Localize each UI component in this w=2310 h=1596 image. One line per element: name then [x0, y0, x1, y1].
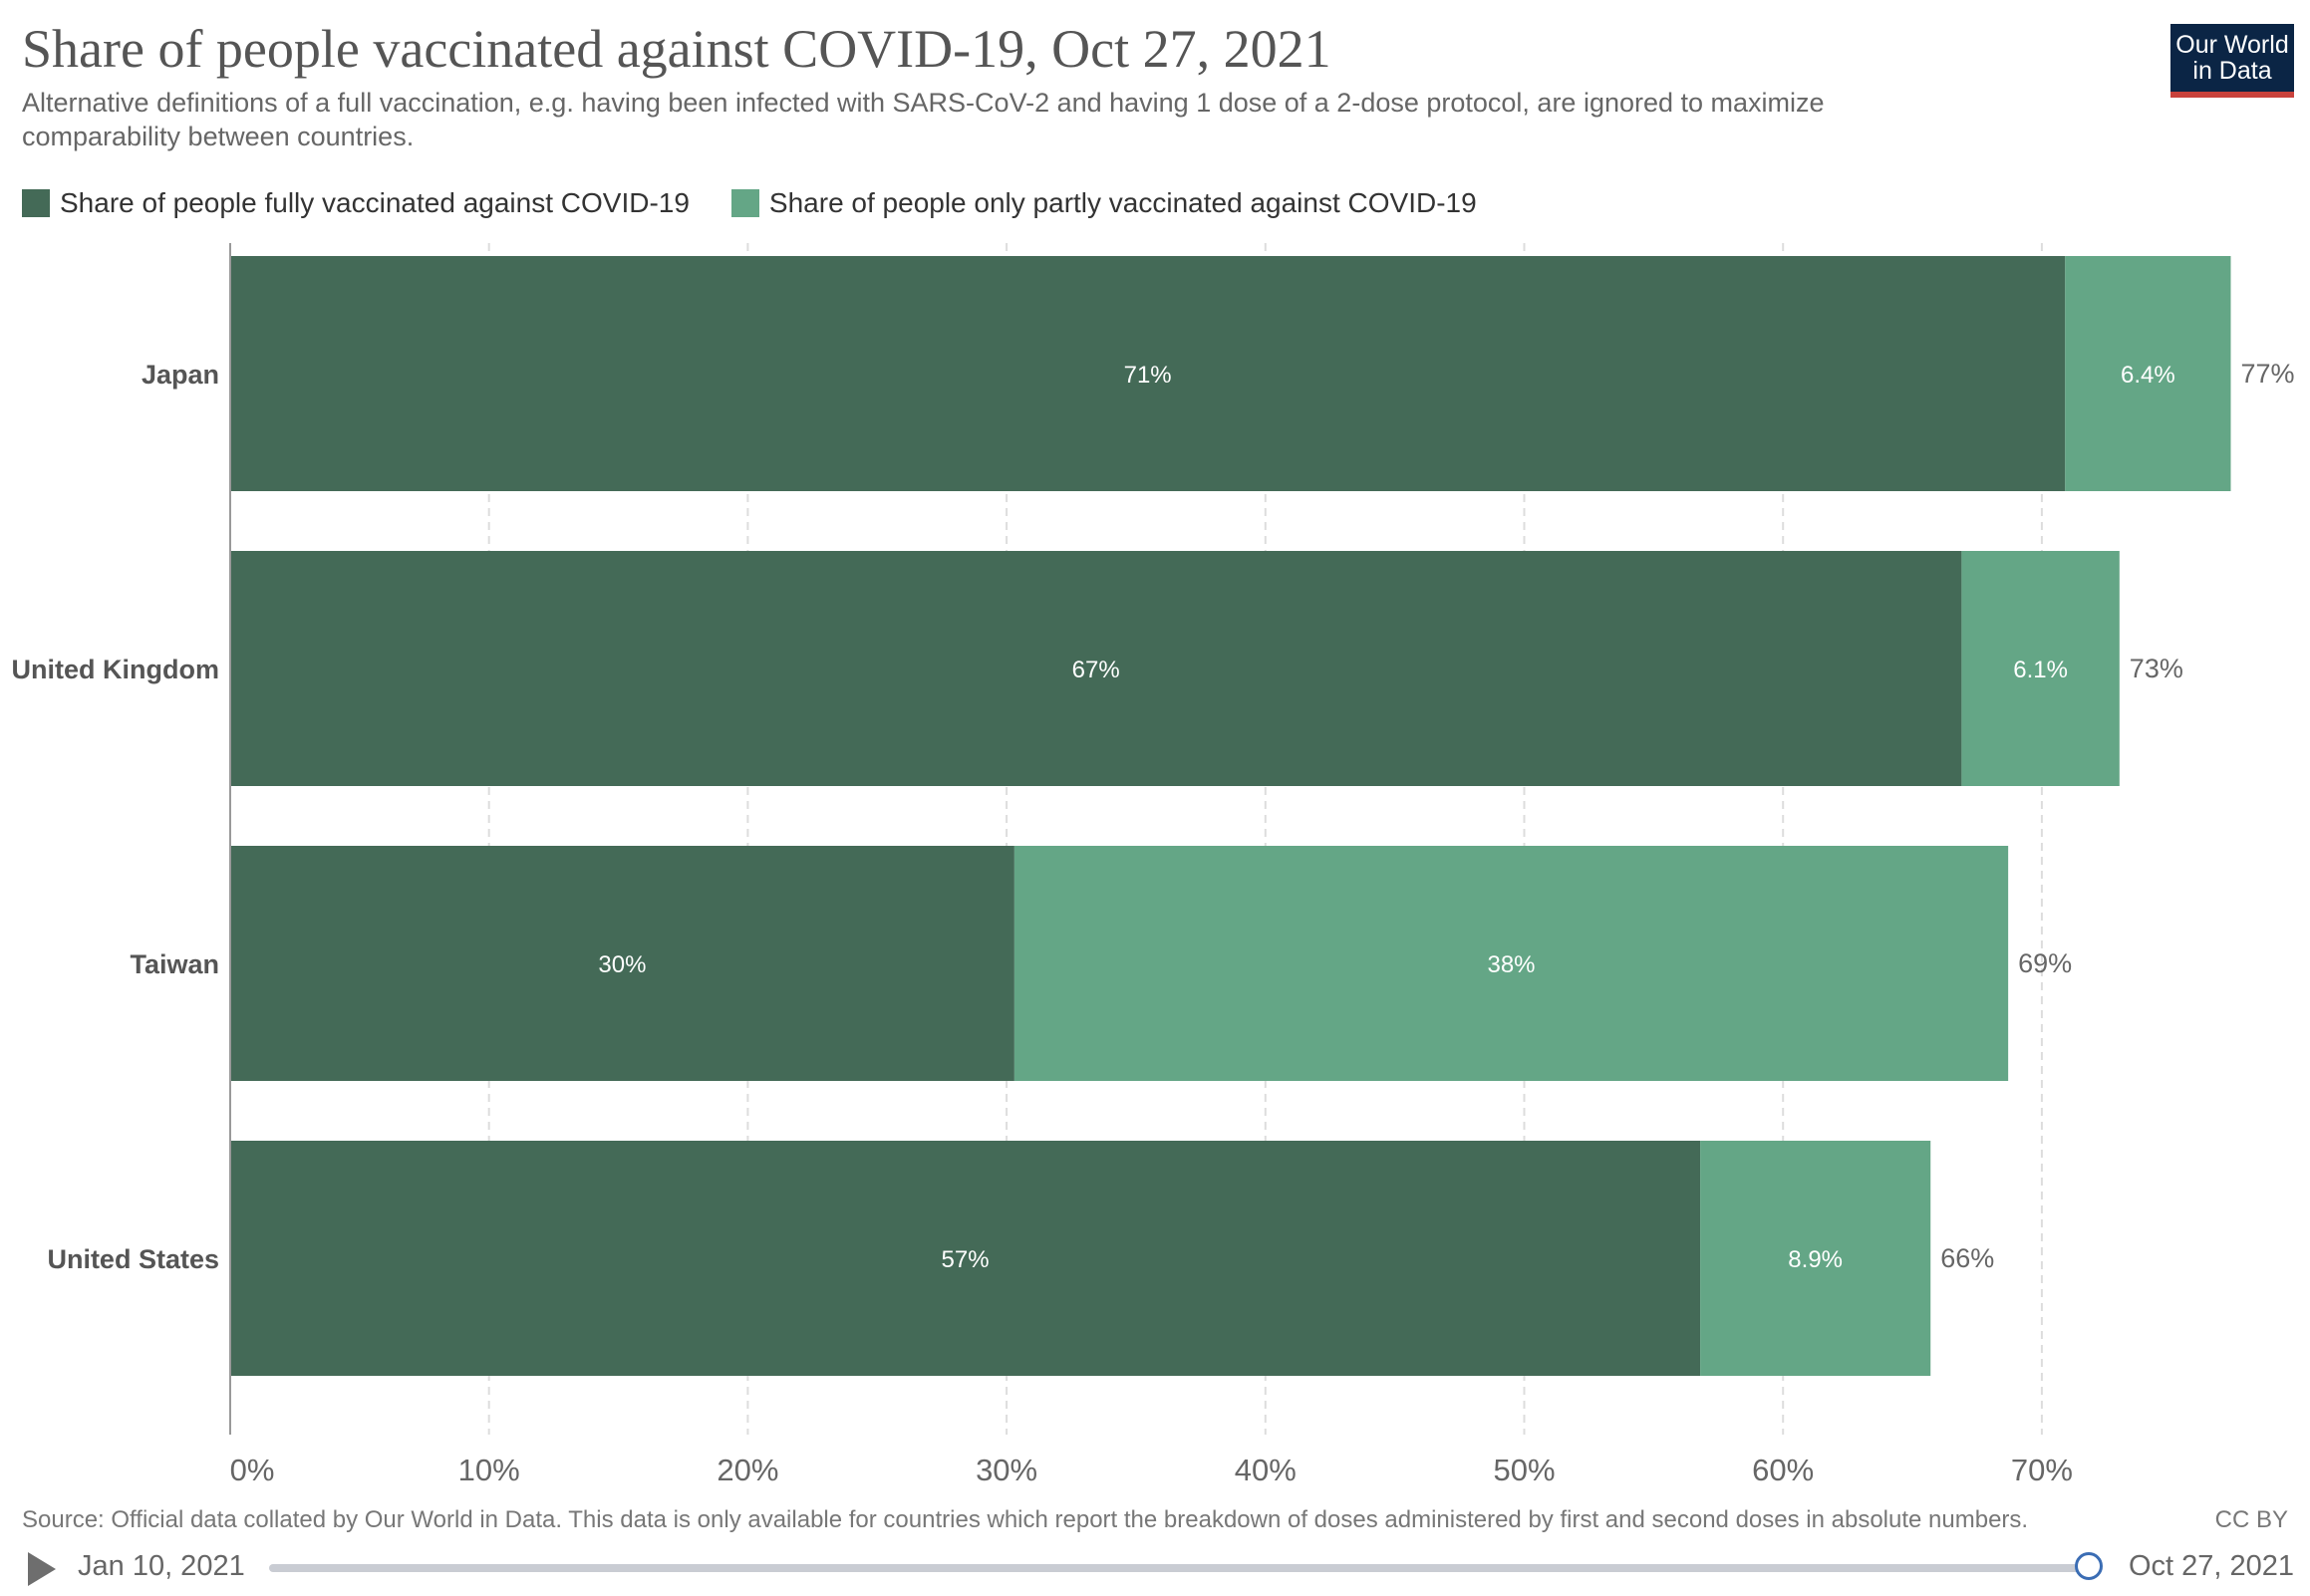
- bar-value-label: 67%: [1072, 657, 1120, 683]
- timeline: Jan 10, 2021 Oct 27, 2021: [22, 1544, 2294, 1590]
- x-tick-label: 70%: [2011, 1453, 2073, 1487]
- x-tick-label: 0%: [230, 1453, 275, 1487]
- category-label: United Kingdom: [12, 655, 219, 684]
- bar-fully: [230, 256, 2066, 491]
- chart-title: Share of people vaccinated against COVID…: [22, 19, 1331, 79]
- legend-swatch-fully: [22, 189, 50, 217]
- timeline-end-label: Oct 27, 2021: [2128, 1550, 2294, 1582]
- legend-label-fully: Share of people fully vaccinated against…: [60, 187, 690, 218]
- chart-subtitle: Alternative definitions of a full vaccin…: [22, 88, 1825, 151]
- timeline-track[interactable]: [269, 1564, 2093, 1572]
- bar-total-label: 77%: [2240, 359, 2294, 389]
- category-label: Taiwan: [130, 949, 219, 979]
- bar-partly: [2065, 256, 2231, 491]
- bar-partly: [1961, 551, 2120, 786]
- x-tick-label: 30%: [976, 1453, 1037, 1487]
- bar-value-label: 30%: [598, 951, 646, 978]
- legend-item-fully[interactable]: Share of people fully vaccinated against…: [22, 187, 690, 219]
- x-tick-label: 20%: [717, 1453, 778, 1487]
- bar-partly: [1700, 1141, 1931, 1376]
- license-link[interactable]: CC BY: [2214, 1506, 2288, 1533]
- bar-fully: [230, 1141, 1701, 1376]
- category-label: United States: [47, 1244, 219, 1274]
- legend: Share of people fully vaccinated against…: [22, 187, 1519, 219]
- bar-total-label: 66%: [1940, 1243, 1994, 1273]
- x-tick-label: 50%: [1493, 1453, 1555, 1487]
- x-tick-label: 40%: [1235, 1453, 1297, 1487]
- category-label: Japan: [142, 360, 219, 390]
- bar-total-label: 69%: [2018, 948, 2072, 978]
- bar-value-label: 6.1%: [2013, 657, 2068, 683]
- x-tick-label: 10%: [458, 1453, 520, 1487]
- bar-total-label: 73%: [2130, 654, 2183, 683]
- bar-value-label: 71%: [1124, 362, 1172, 389]
- legend-label-partly: Share of people only partly vaccinated a…: [768, 187, 1477, 218]
- bar-chart: 0% 10% 20% 30% 40% 50% 60% 70% Japan 71% 6.4% 77% Un…: [12, 243, 2295, 1487]
- timeline-handle[interactable]: [2075, 1552, 2103, 1580]
- bar-partly: [1013, 846, 2009, 1081]
- play-icon[interactable]: [28, 1552, 56, 1586]
- bar-fully: [230, 551, 1962, 786]
- legend-item-partly[interactable]: Share of people only partly vaccinated a…: [730, 187, 1477, 219]
- x-tick-label: 60%: [1752, 1453, 1814, 1487]
- bar-value-label: 38%: [1487, 951, 1535, 978]
- owid-logo[interactable]: Our World in Data: [2170, 24, 2294, 98]
- legend-swatch-partly: [730, 189, 759, 217]
- source-note: Source: Official data collated by Our Wo…: [22, 1506, 2029, 1533]
- bar-value-label: 8.9%: [1788, 1246, 1843, 1273]
- bar-value-label: 57%: [942, 1246, 990, 1273]
- logo-line-2: in Data: [2192, 57, 2272, 85]
- timeline-start-label: Jan 10, 2021: [78, 1550, 245, 1582]
- logo-line-1: Our World: [2175, 31, 2289, 59]
- bar-fully: [230, 846, 1014, 1081]
- bar-value-label: 6.4%: [2121, 362, 2175, 389]
